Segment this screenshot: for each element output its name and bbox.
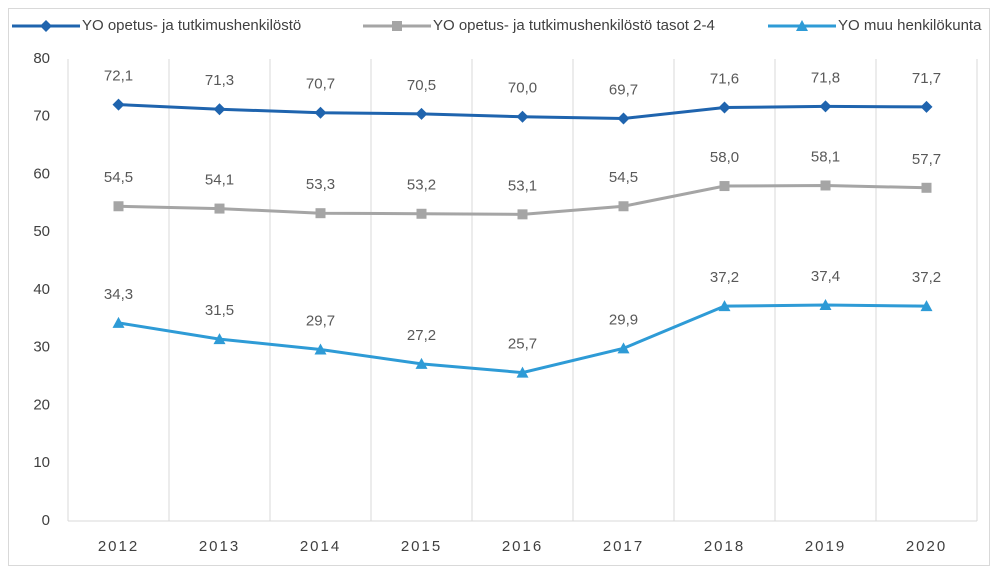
x-tick-label: 2018	[704, 538, 745, 555]
x-tick-label: 2013	[199, 538, 240, 555]
data-label: 69,7	[609, 81, 638, 98]
y-tick-label: 80	[33, 50, 50, 67]
point	[214, 203, 225, 214]
data-label: 53,1	[508, 177, 537, 194]
y-tick-label: 20	[33, 396, 50, 413]
data-label: 37,2	[912, 269, 941, 286]
x-tick-label: 2015	[401, 538, 442, 555]
y-tick-label: 50	[33, 223, 50, 240]
data-label: 71,3	[205, 72, 234, 89]
data-label: 71,7	[912, 70, 941, 87]
point	[516, 366, 529, 378]
point	[617, 342, 630, 354]
point	[920, 300, 933, 312]
data-label: 53,2	[407, 177, 436, 194]
point	[617, 112, 630, 125]
legend-marker	[796, 20, 808, 31]
legend-marker	[40, 20, 52, 32]
data-label: 37,2	[710, 269, 739, 286]
chart-frame	[8, 8, 990, 566]
data-label: 53,3	[306, 176, 335, 193]
point	[213, 333, 226, 345]
point	[415, 107, 428, 120]
point	[314, 106, 327, 119]
y-tick-label: 70	[33, 108, 50, 125]
data-label: 72,1	[104, 68, 133, 85]
point	[618, 201, 629, 212]
data-label: 70,7	[306, 76, 335, 93]
point	[416, 208, 427, 219]
point	[719, 181, 730, 192]
x-tick-label: 2019	[805, 538, 846, 555]
y-tick-label: 10	[33, 454, 50, 471]
point	[517, 209, 528, 220]
x-tick-label: 2016	[502, 538, 543, 555]
point	[314, 343, 327, 355]
point	[213, 103, 226, 116]
data-label: 70,0	[508, 80, 537, 97]
data-label: 71,6	[710, 70, 739, 87]
data-label: 34,3	[104, 286, 133, 303]
data-label: 31,5	[205, 302, 234, 319]
point	[718, 101, 731, 114]
data-label: 58,1	[811, 148, 840, 165]
data-label: 27,2	[407, 327, 436, 344]
legend-label: YO opetus- ja tutkimushenkilöstö tasot 2…	[433, 17, 715, 34]
data-label: 25,7	[508, 336, 537, 353]
point	[718, 300, 731, 312]
y-tick-label: 40	[33, 281, 50, 298]
point	[415, 357, 428, 369]
y-tick-label: 0	[42, 512, 50, 529]
point	[920, 100, 933, 113]
point	[921, 182, 932, 193]
data-label: 29,9	[609, 311, 638, 328]
point	[112, 316, 125, 328]
data-label: 37,4	[811, 268, 840, 285]
point	[516, 110, 529, 123]
legend-label: YO muu henkilökunta	[838, 17, 982, 34]
y-tick-label: 30	[33, 339, 50, 356]
point	[113, 201, 124, 212]
point	[315, 208, 326, 219]
point	[112, 98, 125, 111]
data-label: 54,5	[609, 169, 638, 186]
data-label: 70,5	[407, 77, 436, 94]
point	[819, 299, 832, 311]
x-tick-label: 2020	[906, 538, 947, 555]
data-label: 54,1	[205, 172, 234, 189]
data-label: 57,7	[912, 151, 941, 168]
legend-marker	[392, 21, 402, 31]
data-label: 29,7	[306, 312, 335, 329]
point	[819, 100, 832, 113]
x-tick-label: 2014	[300, 538, 341, 555]
data-label: 58,0	[710, 149, 739, 166]
legend-label: YO opetus- ja tutkimushenkilöstö	[82, 17, 301, 34]
point	[820, 180, 831, 191]
y-tick-label: 60	[33, 165, 50, 182]
x-tick-label: 2012	[98, 538, 139, 555]
data-label: 54,5	[104, 169, 133, 186]
data-label: 71,8	[811, 69, 840, 86]
x-tick-label: 2017	[603, 538, 644, 555]
